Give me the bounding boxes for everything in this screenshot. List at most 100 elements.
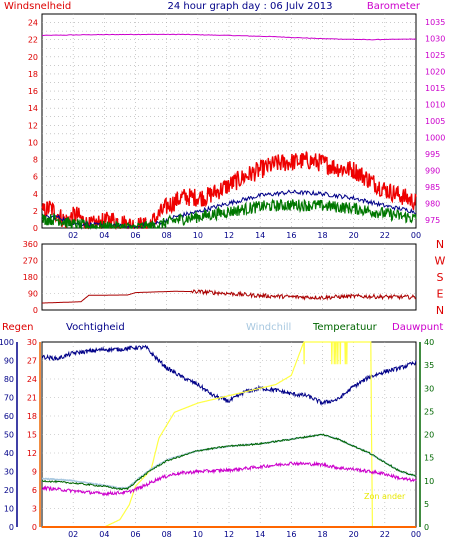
rain-y-tick: 80	[4, 375, 14, 384]
compass-label: W	[435, 255, 446, 268]
pressure-y-tick: 975	[425, 216, 440, 225]
pressure-y-tick: 985	[425, 183, 440, 192]
temp-y-tick: 25	[424, 407, 434, 416]
pressure-y-tick: 1035	[425, 18, 445, 27]
rain-y-tick: 10	[4, 505, 14, 514]
sun-label: Zon ander	[364, 492, 406, 501]
text-layer: 24 hour graph day : 06 Julv 2013 Windsne…	[2, 1, 443, 501]
pressure-y-tick: 1000	[425, 133, 445, 142]
wind-y-tick: 18	[28, 70, 38, 79]
wind-y-tick: 2	[33, 207, 38, 216]
series-avgwind	[41, 198, 417, 230]
temp-y-tick: 5	[424, 500, 429, 509]
pressure-y-tick: 1015	[425, 84, 445, 93]
wind-y-tick: 8	[33, 156, 38, 165]
series-dewpoint	[42, 460, 417, 497]
rain-y-tick: 90	[4, 357, 14, 366]
humidity-y-tick: 12	[27, 449, 37, 458]
chart-title: 24 hour graph day : 06 Julv 2013	[167, 1, 332, 12]
humidity-y-tick: 0	[32, 523, 37, 532]
series-humidity	[41, 344, 417, 406]
wind-y-tick: 22	[28, 36, 38, 45]
rain-y-tick: 30	[4, 468, 14, 477]
direction-y-tick: 270	[23, 257, 38, 266]
thermo-panel-x-tick: 02	[68, 530, 78, 539]
compass-label: N	[436, 304, 444, 317]
wind-y-tick: 0	[33, 224, 38, 233]
compass-label: N	[436, 238, 444, 251]
direction-y-tick: 90	[28, 290, 38, 299]
series-direction	[42, 288, 417, 304]
thermo-panel-x-tick: 20	[349, 530, 359, 539]
temp-y-tick: 0	[424, 523, 429, 532]
wind-panel-x-tick: 00	[411, 231, 421, 240]
temp-y-tick: 15	[424, 454, 434, 463]
temperature-humidity-panel: 0102030405060708090100036912151821242730…	[0, 338, 434, 539]
wind-panel-x-tick: 16	[286, 231, 296, 240]
rain-y-tick: 20	[4, 486, 14, 495]
humidity-y-tick: 6	[32, 486, 37, 495]
wind-panel-x-tick: 20	[349, 231, 359, 240]
pressure-y-tick: 995	[425, 150, 440, 159]
wind-y-tick: 16	[28, 87, 38, 96]
direction-y-tick: 180	[23, 273, 38, 282]
rain-y-tick: 40	[4, 449, 14, 458]
pressure-y-tick: 1025	[425, 51, 445, 60]
legend-rain: Regen	[2, 322, 34, 333]
wind-y-tick: 10	[28, 138, 38, 147]
pressure-y-tick: 1005	[425, 117, 445, 126]
humidity-y-tick: 3	[32, 505, 37, 514]
wind-panel-frame	[41, 13, 417, 229]
temp-y-tick: 30	[424, 384, 434, 393]
humidity-y-tick: 21	[27, 394, 37, 403]
wind-panel-x-tick: 06	[130, 231, 140, 240]
left-axis-label-windspeed: Windsnelheid	[4, 1, 71, 12]
thermo-panel-x-tick: 12	[224, 530, 234, 539]
pressure-y-tick: 1020	[425, 68, 445, 77]
thermo-panel-x-tick: 22	[380, 530, 390, 539]
rain-y-tick: 100	[0, 338, 14, 347]
wind-y-tick: 20	[28, 53, 38, 62]
thermo-panel-x-tick: 14	[255, 530, 265, 539]
legend-dewpoint: Dauwpunt	[392, 322, 443, 333]
wind-y-tick: 12	[28, 121, 38, 130]
wind-panel-x-tick: 02	[68, 231, 78, 240]
compass-label: E	[437, 288, 444, 301]
pressure-y-tick: 990	[425, 166, 440, 175]
temp-y-tick: 35	[424, 361, 434, 370]
pressure-y-tick: 980	[425, 199, 440, 208]
compass-label: S	[437, 271, 444, 284]
humidity-y-tick: 27	[27, 357, 37, 366]
wind-y-tick: 14	[28, 104, 38, 113]
wind-y-tick: 6	[33, 173, 38, 182]
series-temperature	[41, 433, 417, 491]
wind-panel-x-tick: 04	[99, 231, 109, 240]
right-axis-label-barometer: Barometer	[367, 1, 421, 12]
temp-y-tick: 40	[424, 338, 434, 347]
thermo-panel-x-tick: 18	[317, 530, 327, 539]
direction-y-tick: 360	[23, 240, 38, 249]
thermo-panel-x-tick: 08	[162, 530, 172, 539]
rain-y-tick: 60	[4, 412, 14, 421]
thermo-panel-x-tick: 16	[286, 530, 296, 539]
thermo-panel-x-tick: 10	[193, 530, 203, 539]
rain-y-tick: 70	[4, 394, 14, 403]
wind-panel-x-tick: 14	[255, 231, 265, 240]
humidity-y-tick: 30	[27, 338, 37, 347]
wind-panel-x-tick: 12	[224, 231, 234, 240]
direction-y-tick: 0	[33, 306, 38, 315]
thermo-panel-x-tick: 06	[130, 530, 140, 539]
wind-panel-x-tick: 08	[162, 231, 172, 240]
humidity-y-tick: 9	[32, 468, 37, 477]
series-pressure	[41, 33, 417, 41]
wind-y-tick: 24	[28, 19, 38, 28]
wind-panel-x-tick: 22	[380, 231, 390, 240]
rain-y-tick: 50	[4, 431, 14, 440]
temp-y-tick: 10	[424, 477, 434, 486]
humidity-y-tick: 15	[27, 431, 37, 440]
temp-y-tick: 20	[424, 431, 434, 440]
pressure-y-tick: 1030	[425, 35, 445, 44]
wind-panel-x-tick: 18	[317, 231, 327, 240]
